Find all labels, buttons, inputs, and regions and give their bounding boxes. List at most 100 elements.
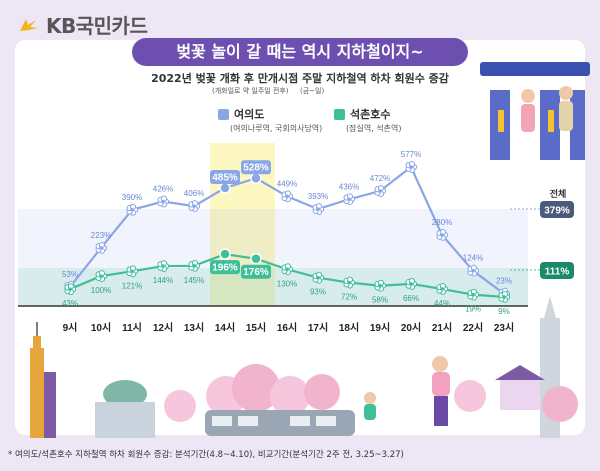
data-label: 19% <box>465 305 481 314</box>
data-label: 9% <box>498 307 510 316</box>
data-point <box>409 165 413 169</box>
data-label: 121% <box>122 281 142 290</box>
data-point <box>347 197 351 202</box>
data-label-badge <box>210 260 240 275</box>
data-label: 145% <box>184 276 204 285</box>
total-value-seokchon: 111% <box>545 267 570 278</box>
footnote: * 여의도/석촌호수 지하철역 하차 회원수 증감: 분석기간(4.8~4.10… <box>8 450 404 460</box>
x-tick-label: 23시 <box>494 322 514 334</box>
data-point <box>161 199 165 204</box>
data-label: 406% <box>184 189 204 198</box>
legend-swatch-seokchon <box>334 108 345 120</box>
data-label: 449% <box>277 179 297 188</box>
data-point <box>471 268 475 273</box>
data-label: 426% <box>153 185 173 194</box>
legend-item-yeouido: 여의도 <box>218 106 264 122</box>
data-label: 436% <box>339 182 359 191</box>
x-tick-label: 9시 <box>63 322 78 334</box>
data-point <box>285 267 289 272</box>
x-tick-label: 11시 <box>122 322 142 334</box>
data-point <box>347 280 351 285</box>
data-point <box>502 295 506 299</box>
data-point <box>285 194 289 199</box>
total-badge-yeouido <box>540 201 574 218</box>
data-label-badge <box>241 160 271 175</box>
legend-label-seokchon: 석촌호수 <box>350 108 391 121</box>
data-label: 196% <box>212 263 238 274</box>
data-label: 223% <box>91 231 111 240</box>
headline: 벚꽃 놀이 갈 때는 역시 지하철이지~ <box>132 38 468 66</box>
x-tick-label: 22시 <box>463 322 483 334</box>
legend-item-seokchon: 석촌호수 <box>334 106 390 122</box>
legend-detail-yeouido: (여의나루역, 국회의사당역) <box>230 124 323 133</box>
data-point <box>378 283 382 288</box>
data-label-badge <box>210 170 240 185</box>
x-tick-label: 12시 <box>153 322 173 334</box>
period-note: (개화일로 약 일주일 전후) <box>212 87 289 95</box>
cityscape-illustration <box>30 296 578 438</box>
data-point <box>99 274 103 278</box>
days-note: (금~일) <box>300 87 325 95</box>
data-point <box>130 269 134 274</box>
x-tick-label: 16시 <box>277 322 297 334</box>
data-point <box>316 207 320 211</box>
data-label: 390% <box>122 193 142 202</box>
kb-star-icon <box>20 18 38 31</box>
data-point <box>316 275 320 280</box>
data-label: 528% <box>243 163 269 174</box>
data-point <box>440 233 444 237</box>
data-point <box>192 204 196 208</box>
total-header: 전체 <box>550 188 567 199</box>
data-label: 176% <box>243 267 269 278</box>
data-point <box>99 246 103 250</box>
data-label: 485% <box>212 173 238 184</box>
data-label: 43% <box>62 299 78 308</box>
chart-title: 2022년 벚꽃 개화 후 만개시점 주말 지하철역 하차 회원수 증감 <box>151 72 449 85</box>
x-tick-label: 17시 <box>308 322 328 334</box>
x-tick-label: 21시 <box>432 322 452 334</box>
x-tick-label: 18시 <box>339 322 359 334</box>
data-point <box>471 292 475 297</box>
data-label: 130% <box>277 279 297 288</box>
data-point <box>250 252 262 265</box>
subway-gates-illustration <box>480 62 590 160</box>
data-label: 72% <box>341 293 357 302</box>
x-tick-label: 13시 <box>184 322 204 334</box>
data-point <box>68 287 72 291</box>
data-point <box>130 207 134 212</box>
kb-logo: KB국민카드 <box>18 10 148 39</box>
total-value-yeouido: 379% <box>544 206 570 217</box>
data-label: 58% <box>372 296 388 305</box>
x-tick-label: 14시 <box>215 322 235 334</box>
brand-name: KB국민카드 <box>46 14 148 38</box>
data-point <box>409 282 413 286</box>
x-tick-label: 10시 <box>91 322 111 334</box>
data-point <box>161 264 165 268</box>
data-label: 66% <box>403 294 419 303</box>
legend-swatch-yeouido <box>218 108 229 120</box>
data-point <box>192 264 196 268</box>
data-label: 53% <box>62 270 78 279</box>
total-badge-seokchon <box>540 262 574 279</box>
data-label: 472% <box>370 174 390 183</box>
x-tick-label: 19시 <box>370 322 390 334</box>
data-label: 577% <box>401 150 421 159</box>
data-label: 23% <box>496 277 512 286</box>
x-tick-label: 20시 <box>401 322 421 334</box>
data-label: 280% <box>432 218 452 227</box>
data-label-badge <box>241 264 271 279</box>
data-label: 93% <box>310 288 326 297</box>
data-label: 144% <box>153 276 173 285</box>
x-tick-label: 15시 <box>246 322 266 334</box>
data-point <box>440 287 444 291</box>
data-label: 393% <box>308 192 328 201</box>
data-point <box>250 172 262 184</box>
legend-detail-seokchon: (잠실역, 석촌역) <box>346 124 402 133</box>
data-point <box>219 182 231 194</box>
data-label: 124% <box>463 254 483 263</box>
data-label: 44% <box>434 299 450 308</box>
data-point <box>378 189 382 193</box>
data-label: 100% <box>91 286 111 295</box>
